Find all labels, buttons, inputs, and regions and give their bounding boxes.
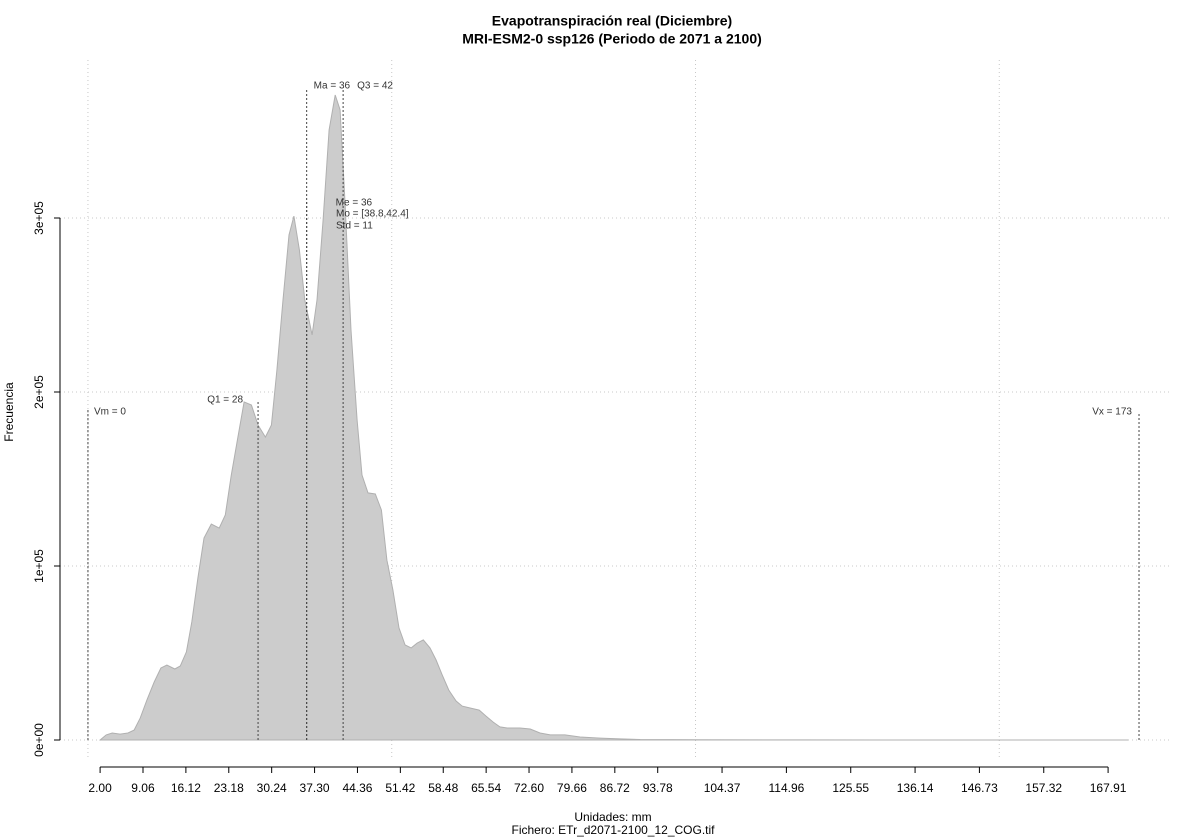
density-area: [99, 94, 1129, 741]
x-tick-label: 167.91: [1090, 781, 1127, 795]
x-tick-label: 51.42: [385, 781, 415, 795]
annotation: Q1 = 28: [207, 395, 243, 406]
x-tick-label: 125.55: [832, 781, 869, 795]
x-tick-label: 93.78: [643, 781, 673, 795]
y-axis-label: Frecuencia: [2, 382, 16, 442]
x-tick-label: 114.96: [768, 781, 804, 795]
y-tick-label: 0e+00: [32, 723, 46, 757]
x-tick-label: 2.00: [88, 781, 112, 795]
annotation: Vx = 173: [1092, 407, 1132, 418]
annotation: Vm = 0: [94, 407, 126, 418]
x-tick-label: 157.32: [1025, 781, 1062, 795]
caption: Fichero: ETr_d2071-2100_12_COG.tif: [512, 823, 716, 837]
annotation: Std = 11: [336, 221, 373, 232]
annotation: Mo = [38.8,42.4]: [336, 209, 409, 220]
x-tick-label: 65.54: [471, 781, 501, 795]
x-tick-label: 86.72: [600, 781, 630, 795]
y-tick-label: 1e+05: [32, 549, 46, 583]
x-tick-label: 72.60: [514, 781, 544, 795]
annotation: Me = 36: [336, 198, 373, 209]
chart-subtitle: MRI-ESM2-0 ssp126 (Periodo de 2071 a 210…: [462, 31, 762, 47]
x-tick-label: 23.18: [214, 781, 244, 795]
annotation: Ma = 36: [314, 81, 351, 92]
annotation: Q3 = 42: [357, 81, 393, 92]
x-tick-label: 44.36: [342, 781, 372, 795]
x-tick-label: 58.48: [428, 781, 458, 795]
y-tick-label: 3e+05: [32, 201, 46, 235]
y-tick-label: 2e+05: [32, 375, 46, 409]
x-tick-label: 16.12: [171, 781, 201, 795]
x-tick-label: 136.14: [897, 781, 934, 795]
x-tick-label: 146.73: [961, 781, 998, 795]
x-tick-label: 9.06: [131, 781, 155, 795]
x-tick-label: 37.30: [300, 781, 330, 795]
x-axis-label: Unidades: mm: [574, 810, 651, 824]
x-tick-label: 104.37: [704, 781, 741, 795]
x-tick-label: 30.24: [257, 781, 287, 795]
x-tick-label: 79.66: [557, 781, 587, 795]
chart-title: Evapotranspiración real (Diciembre): [492, 13, 732, 29]
